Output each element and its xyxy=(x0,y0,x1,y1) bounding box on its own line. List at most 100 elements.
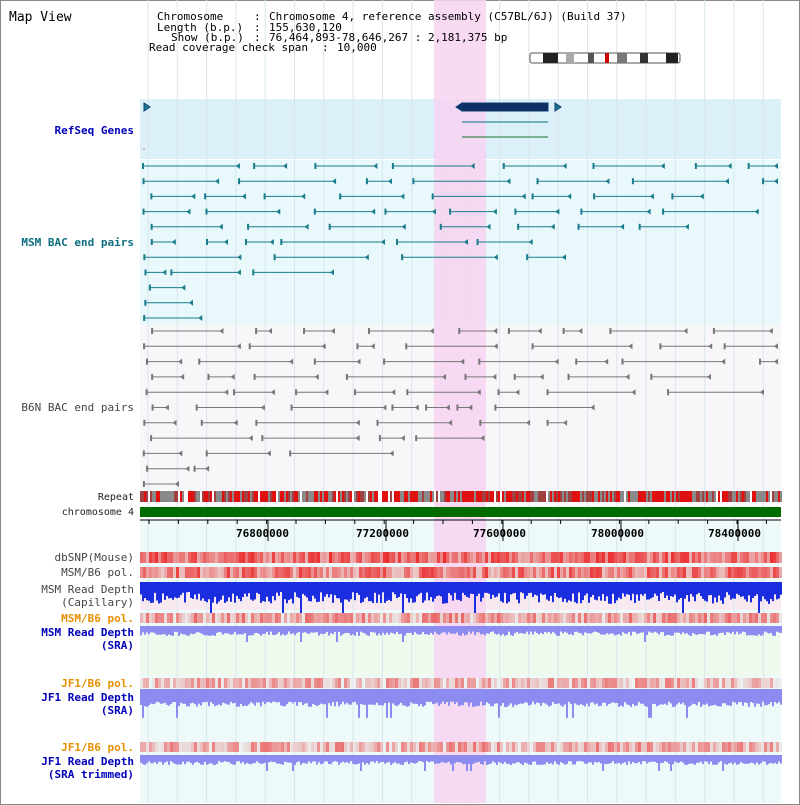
depth-bar xyxy=(476,689,478,706)
heat-cell xyxy=(590,567,593,578)
track-label-repeat[interactable]: Repeat xyxy=(97,492,134,503)
depth-bar xyxy=(754,689,756,707)
track-label-refseq[interactable]: RefSeq Genes xyxy=(54,124,134,137)
heat-cell xyxy=(575,613,578,623)
heat-cell xyxy=(302,742,305,752)
repeat-segment xyxy=(192,491,194,502)
depth-bar xyxy=(368,626,370,636)
repeat-segment xyxy=(722,491,724,502)
depth-bar xyxy=(340,582,342,603)
depth-bar xyxy=(456,755,458,762)
depth-bar xyxy=(336,689,338,702)
heat-cell xyxy=(371,678,374,688)
depth-bar xyxy=(554,689,556,705)
heat-cell xyxy=(578,552,581,563)
track-label-jf1-b6-pol-1[interactable]: JF1/B6 pol. xyxy=(61,677,134,690)
depth-bar xyxy=(652,626,654,633)
depth-bar xyxy=(242,626,244,635)
heat-cell xyxy=(161,567,164,578)
header-show-value: 76,464,893-78,646,267 : 2,181,375 bp xyxy=(269,31,508,44)
repeat-segment xyxy=(218,491,220,502)
depth-bar xyxy=(336,582,338,599)
depth-bar xyxy=(240,582,242,602)
depth-bar xyxy=(462,755,464,765)
heat-cell xyxy=(641,567,644,578)
depth-bar xyxy=(650,582,652,599)
track-label-dbsnp[interactable]: dbSNP(Mouse) xyxy=(54,551,134,564)
heat-cell xyxy=(305,567,308,578)
heat-cell xyxy=(710,742,713,752)
heat-cell xyxy=(323,567,326,578)
depth-bar xyxy=(342,626,344,635)
depth-bar xyxy=(708,582,710,596)
depth-bar xyxy=(766,755,768,765)
heat-cell xyxy=(461,742,464,752)
depth-bar xyxy=(654,755,656,762)
bac-end-mark xyxy=(238,178,241,185)
heat-cell xyxy=(185,613,188,623)
heat-cell xyxy=(284,567,287,578)
track-label-jf1-depth-trim-1[interactable]: JF1 Read Depth xyxy=(41,755,134,768)
heat-cell xyxy=(611,678,614,688)
depth-bar xyxy=(766,582,768,602)
depth-bar xyxy=(742,626,744,632)
track-label-msm-depth-sra-1[interactable]: MSM Read Depth xyxy=(41,626,134,639)
depth-bar xyxy=(494,582,496,598)
heat-cell xyxy=(587,567,590,578)
depth-bar xyxy=(710,689,712,706)
depth-bar xyxy=(470,689,472,703)
heat-cell xyxy=(572,613,575,623)
depth-bar xyxy=(508,582,510,602)
bac-end-mark xyxy=(662,208,665,215)
depth-bar xyxy=(746,582,748,602)
heat-cell xyxy=(152,742,155,752)
heat-cell xyxy=(251,613,254,623)
depth-bar xyxy=(524,689,526,703)
heat-cell xyxy=(413,742,416,752)
depth-bar xyxy=(212,626,214,636)
bac-end-arrow xyxy=(493,343,498,350)
track-label-msm-bac[interactable]: MSM BAC end pairs xyxy=(21,236,134,249)
heat-cell xyxy=(428,678,431,688)
heat-cell xyxy=(383,552,386,563)
heat-cell xyxy=(698,567,701,578)
depth-bar xyxy=(656,755,658,763)
depth-bar xyxy=(422,626,424,632)
depth-bar xyxy=(628,755,630,762)
heat-cell xyxy=(701,567,704,578)
heat-cell xyxy=(554,613,557,623)
track-label-msm-b6-pol-2[interactable]: MSM/B6 pol. xyxy=(61,612,134,625)
heat-cell xyxy=(152,613,155,623)
heat-cell xyxy=(482,742,485,752)
heat-cell xyxy=(734,552,737,563)
track-label-jf1-b6-pol-2[interactable]: JF1/B6 pol. xyxy=(61,741,134,754)
depth-bar xyxy=(272,626,274,635)
depth-bar xyxy=(472,689,474,707)
heat-cell xyxy=(224,552,227,563)
repeat-segment xyxy=(278,491,280,502)
heat-cell xyxy=(686,552,689,563)
depth-bar xyxy=(538,689,540,704)
depth-bar xyxy=(508,755,510,764)
repeat-segment xyxy=(708,491,710,502)
heat-cell xyxy=(440,567,443,578)
depth-bar xyxy=(482,582,484,598)
heat-cell xyxy=(776,678,779,688)
depth-bar xyxy=(298,626,300,632)
depth-bar xyxy=(158,689,160,703)
repeat-segment xyxy=(448,491,450,502)
track-label-msm-depth-cap-1[interactable]: MSM Read Depth xyxy=(41,583,134,596)
heat-cell xyxy=(317,613,320,623)
track-label-jf1-depth-sra-1[interactable]: JF1 Read Depth xyxy=(41,691,134,704)
depth-bar xyxy=(202,755,204,765)
heat-cell xyxy=(155,552,158,563)
depth-bar xyxy=(370,582,372,602)
track-label-chromosome[interactable]: chromosome 4 xyxy=(61,507,134,518)
heat-cell xyxy=(152,678,155,688)
bac-end-arrow xyxy=(301,193,306,200)
heat-cell xyxy=(509,567,512,578)
depth-bar xyxy=(472,582,474,594)
track-label-b6n-bac[interactable]: B6N BAC end pairs xyxy=(21,401,134,414)
track-label-msm-b6-pol-1[interactable]: MSM/B6 pol. xyxy=(61,566,134,579)
